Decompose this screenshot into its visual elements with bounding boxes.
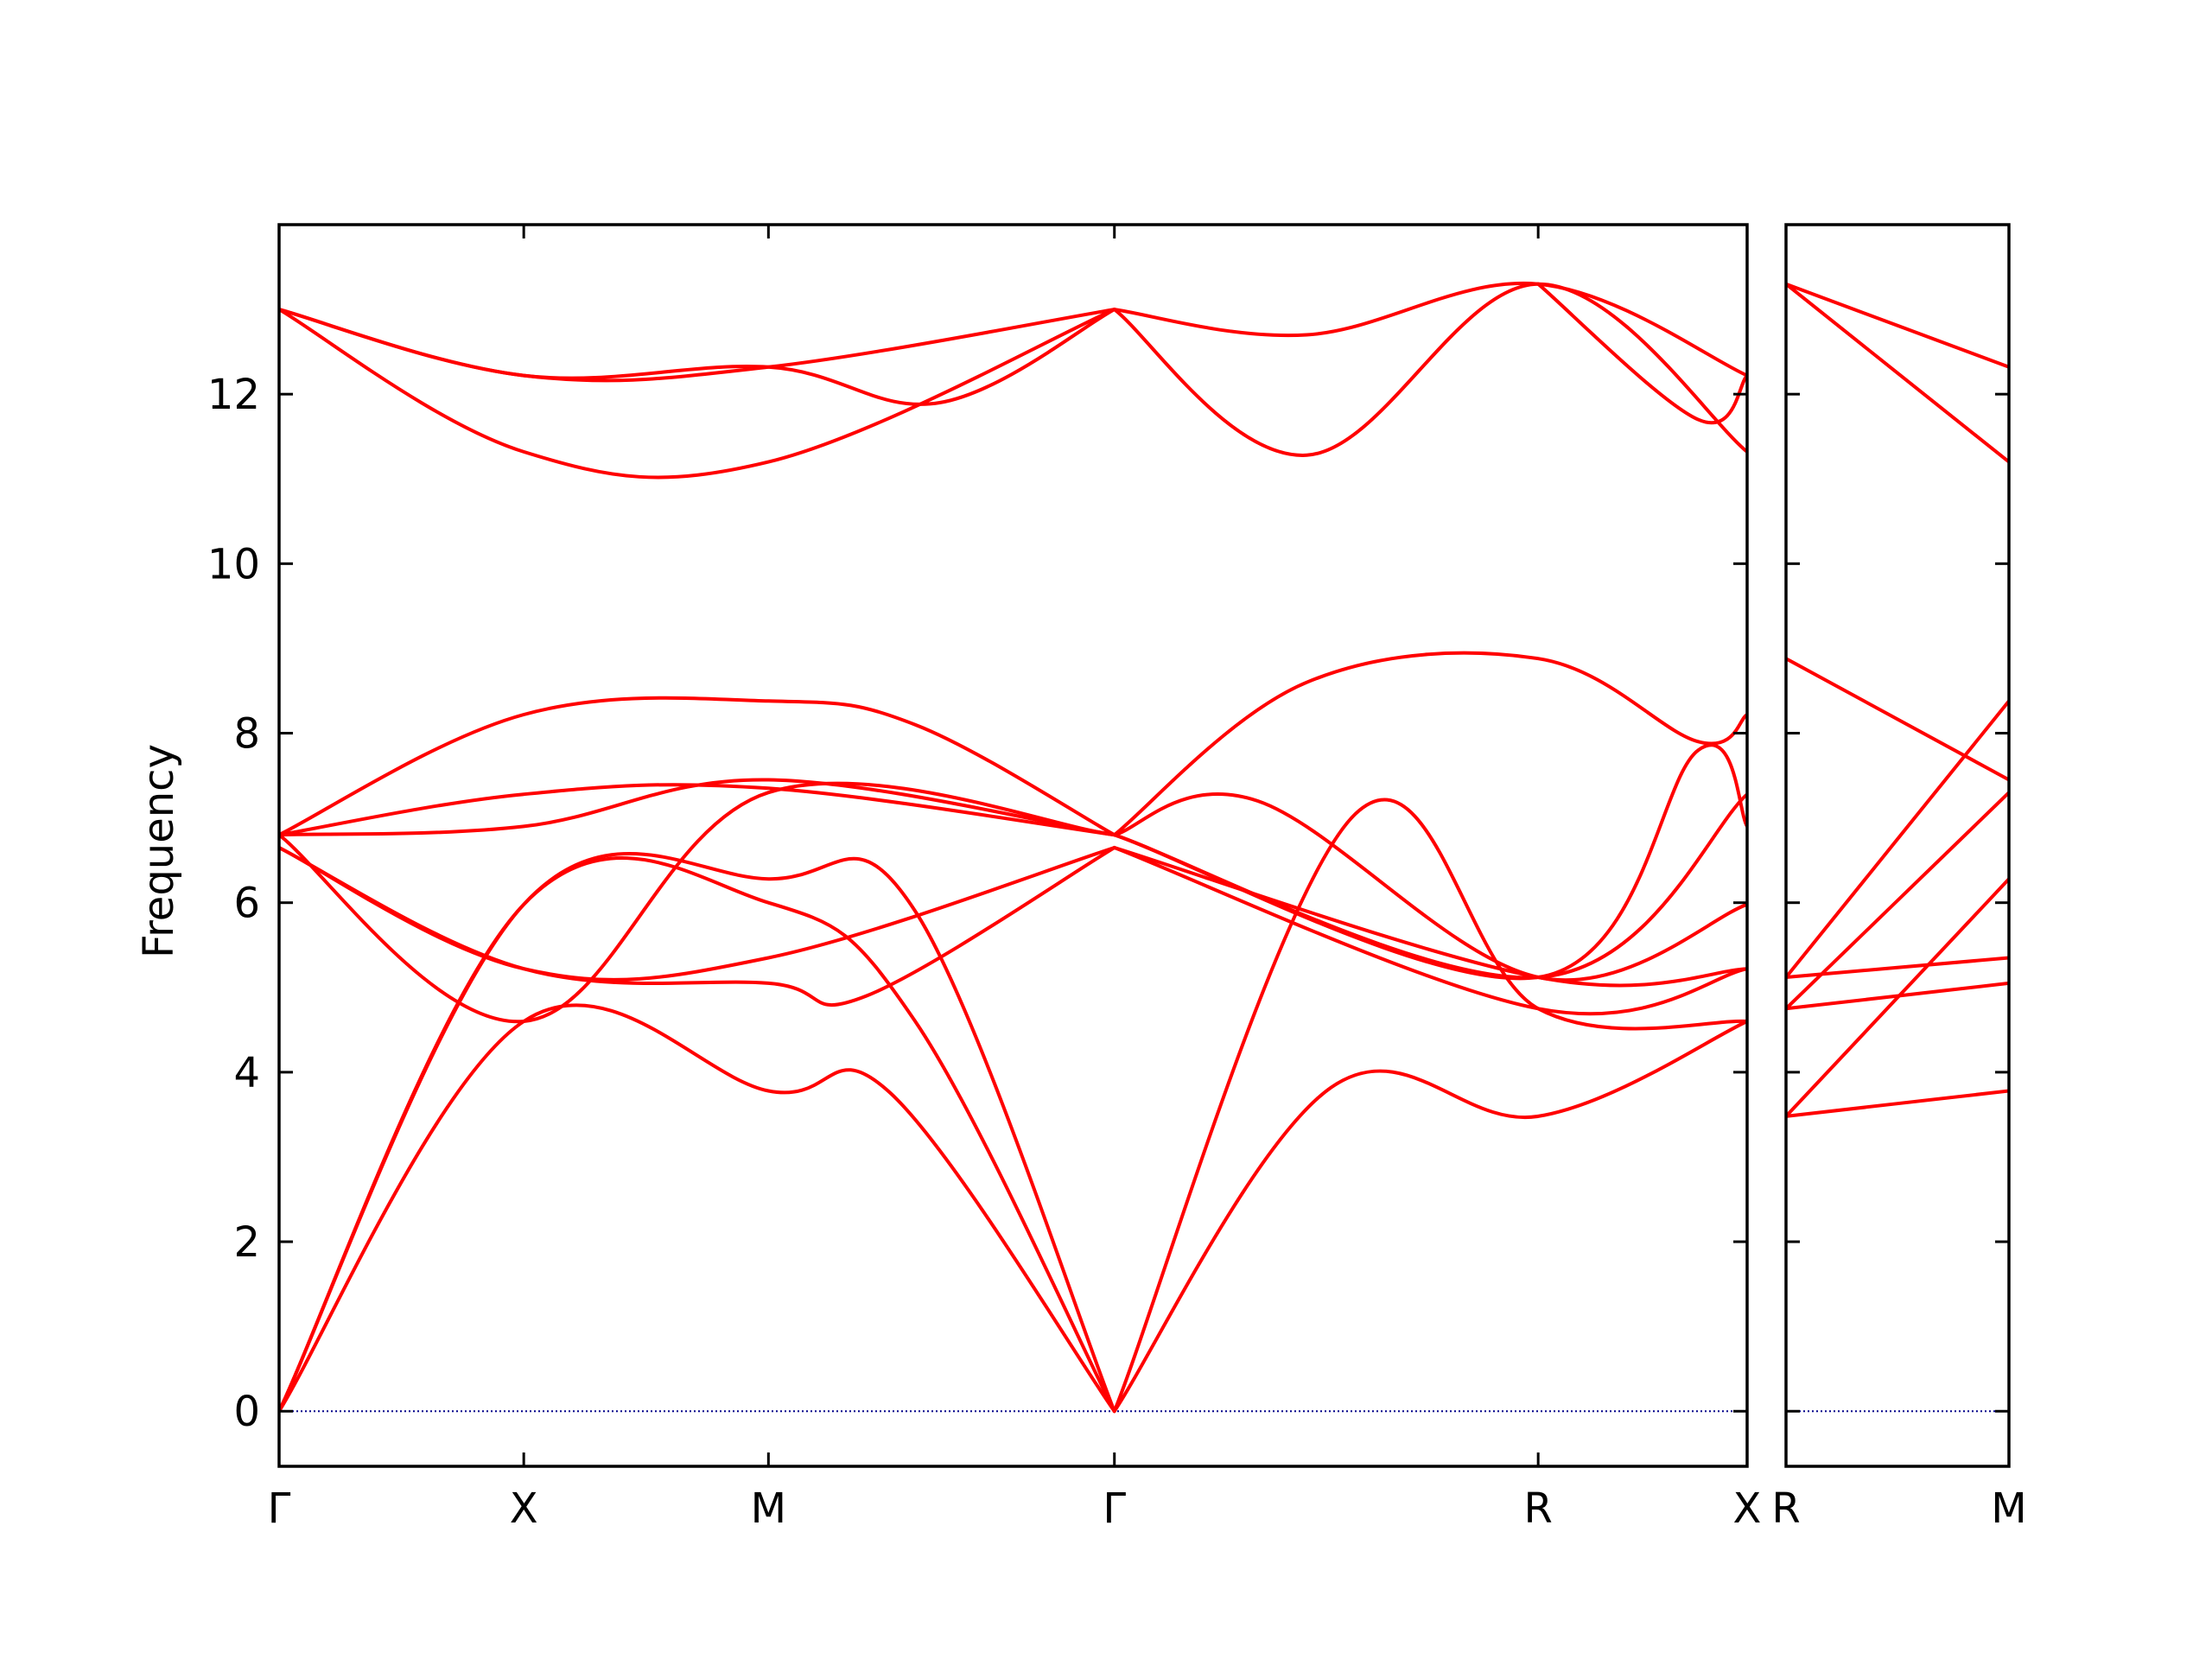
- band-line: [279, 783, 1116, 837]
- xtick-label: R: [1523, 1484, 1552, 1533]
- y-axis-label: Frequency: [135, 744, 183, 958]
- band-line: [1536, 282, 1747, 425]
- band-line: [1786, 657, 2009, 782]
- band-line: [279, 1003, 1116, 1414]
- band-line: [279, 846, 1116, 1007]
- band-line: [279, 781, 1116, 1024]
- xtick-label: X: [1733, 1484, 1762, 1533]
- band-line: [279, 696, 1116, 837]
- xtick-label: Γ: [1103, 1484, 1126, 1533]
- band-line: [279, 308, 1116, 480]
- xtick-label: M: [751, 1484, 786, 1533]
- bands: [1786, 282, 2009, 1118]
- band-line: [1112, 798, 1747, 1414]
- xtick-label: M: [1991, 1484, 2026, 1533]
- band-line: [1112, 1020, 1747, 1414]
- band-line: [1112, 792, 1747, 980]
- ytick-label: 2: [233, 1218, 260, 1267]
- ytick-label: 12: [207, 371, 260, 419]
- band-line: [1786, 282, 2009, 369]
- bands: [279, 281, 1747, 1414]
- panel-frame: [277, 223, 1749, 1468]
- band-line: [1786, 699, 2009, 979]
- band-line: [279, 846, 1116, 982]
- band-line: [1786, 1089, 2009, 1118]
- ytick-label: 0: [233, 1388, 260, 1436]
- xtick-label: Γ: [268, 1484, 291, 1533]
- band-line: [1112, 651, 1747, 837]
- band-line: [1112, 846, 1747, 1016]
- panel-1: 0 2 4 6 8 10 12 Γ X M Γ R X: [207, 223, 1762, 1533]
- band-line: [1112, 281, 1747, 378]
- panel-frame: [1784, 223, 2011, 1468]
- band-line: [1786, 791, 2009, 1011]
- ytick-label: 10: [207, 540, 260, 588]
- band-line: [1112, 743, 1747, 981]
- xtick-label: X: [510, 1484, 538, 1533]
- band-line: [1786, 282, 2009, 464]
- ytick-label: 6: [233, 880, 260, 928]
- band-line: [1786, 981, 2009, 1011]
- band-line: [279, 778, 1116, 837]
- band-line: [1112, 792, 1747, 982]
- xtick-label: R: [1771, 1484, 1800, 1533]
- band-line: [1786, 956, 2009, 979]
- ytick-label: 8: [233, 710, 260, 759]
- band-line: [279, 856, 1116, 1414]
- band-line: [1112, 282, 1747, 457]
- ytick-label: 4: [233, 1049, 260, 1097]
- band-line: [279, 852, 1116, 1414]
- band-line: [279, 308, 1116, 406]
- band-line: [1112, 846, 1747, 988]
